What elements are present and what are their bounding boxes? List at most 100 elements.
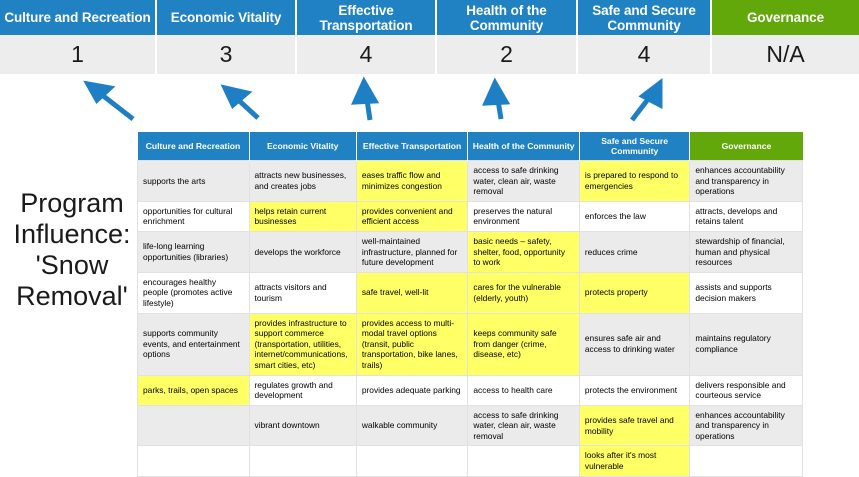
scorecard-header-label: Culture and Recreation [4,10,151,25]
matrix-cell[interactable]: access to safe drinking water, clean air… [467,160,580,202]
scorecard-header-health-of-the-community[interactable]: Health of the Community [437,0,578,35]
matrix-header-safe-and-secure-community[interactable]: Safe and Secure Community [579,132,691,161]
matrix-cell[interactable]: encourages healthy people (promotes acti… [137,271,250,314]
matrix-cell[interactable]: maintains regulatory compliance [689,312,803,376]
matrix-cell[interactable] [355,445,469,477]
matrix-cell[interactable]: enhances accountability and transparency… [689,160,803,202]
scorecard-header-governance[interactable]: Governance [712,0,859,35]
scorecard-value-effective-transportation: 4 [297,35,437,74]
matrix-cell[interactable]: basic needs – safety, shelter, food, opp… [467,230,580,273]
scorecard-value-text: 2 [500,41,513,67]
matrix-cell[interactable]: is prepared to respond to emergencies [578,160,691,202]
matrix-cell[interactable]: ensures safe air and access to drinking … [578,312,691,376]
scorecard-value-text: 1 [71,41,84,67]
scorecard-header-label: Health of the Community [466,2,547,33]
matrix-row: life-long learning opportunities (librar… [137,230,803,273]
matrix-cell[interactable]: eases traffic flow and minimizes congest… [355,160,469,202]
scorecard-header-economic-vitality[interactable]: Economic Vitality [157,0,297,35]
matrix-row: looks after it's most vulnerable [137,445,803,477]
matrix-cell[interactable]: supports the arts [137,160,250,202]
influence-matrix-table: Culture and Recreation Economic Vitality… [137,132,803,477]
matrix-row: encourages healthy people (promotes acti… [137,271,803,314]
matrix-cell[interactable]: parks, trails, open spaces [137,374,250,406]
program-label-line-2: Influence: [13,219,131,249]
matrix-row: vibrant downtown walkable community access… [137,404,803,447]
matrix-cell[interactable]: provides adequate parking [355,374,469,406]
matrix-cell[interactable]: looks after it's most vulnerable [578,445,691,477]
scorecard-value-text: 4 [359,41,373,67]
scorecard-value-economic-vitality: 3 [157,35,297,74]
matrix-header-effective-transportation[interactable]: Effective Transportation [356,132,469,161]
program-label-line-4: Removal' [16,281,128,311]
matrix-header-governance[interactable]: Governance [689,132,803,161]
scorecard-value-text: 4 [637,41,651,67]
matrix-cell[interactable]: opportunities for cultural enrichment [137,200,250,232]
scorecard-header-row: Culture and Recreation Economic Vitality… [0,0,859,35]
matrix-row: supports community events, and entertain… [137,312,803,376]
matrix-cell[interactable]: supports community events, and entertain… [137,312,250,376]
matrix-cell[interactable]: cares for the vulnerable (elderly, youth… [467,271,580,314]
matrix-cell[interactable]: well-maintained infrastructure, planned … [355,230,469,273]
scorecard-value-text: 3 [219,41,233,67]
matrix-cell[interactable]: attracts new businesses, and creates job… [248,160,357,202]
matrix-cell[interactable]: provides access to multi-modal travel op… [355,312,469,376]
scorecard-banner: Culture and Recreation Economic Vitality… [0,0,859,74]
matrix-cell[interactable]: enforces the law [578,200,691,232]
scorecard-header-label: Economic Vitality [170,10,282,25]
scorecard-value-safe-and-secure-community: 4 [578,35,712,74]
matrix-cell[interactable] [137,404,250,447]
scorecard-value-governance: N/A [712,35,859,74]
matrix-cell[interactable]: develops the workforce [248,230,357,273]
matrix-cell[interactable]: provides safe travel and mobility [578,404,691,447]
up-arrow-icon [351,76,380,121]
matrix-cell[interactable] [137,445,250,477]
matrix-cell[interactable]: protects property [578,271,691,314]
matrix-header-health-of-the-community[interactable]: Health of the Community [467,132,580,161]
matrix-cell[interactable] [248,445,357,477]
matrix-header-culture-and-recreation[interactable]: Culture and Recreation [137,132,250,161]
matrix-cell[interactable]: reduces crime [578,230,691,273]
matrix-cell[interactable]: regulates growth and development [248,374,357,406]
matrix-cell[interactable]: attracts visitors and tourism [248,271,357,314]
scorecard-value-culture-and-recreation: 1 [0,35,157,74]
scorecard-header-label: Governance [746,10,825,25]
matrix-header-row: Culture and Recreation Economic Vitality… [137,132,803,161]
up-left-arrow-icon [220,84,260,120]
matrix-cell[interactable]: walkable community [355,404,469,447]
matrix-cell[interactable]: enhances accountability and transparency… [689,404,803,447]
matrix-cell[interactable]: protects the environment [578,374,691,406]
scorecard-value-row: 1 3 4 2 4 N/A [0,35,859,74]
matrix-cell[interactable]: attracts, develops and retains talent [689,200,803,232]
scorecard-header-label: Safe and Secure Community [592,2,696,33]
matrix-cell[interactable]: provides convenient and efficient access [355,200,469,232]
matrix-body: supports the arts attracts new businesses… [137,160,803,477]
matrix-cell[interactable]: vibrant downtown [248,404,357,447]
scorecard-header-effective-transportation[interactable]: Effective Transportation [297,0,437,35]
program-label-line-1: Program [20,188,124,218]
matrix-cell[interactable]: provides infrastructure to support comme… [248,312,357,376]
matrix-cell[interactable]: delivers responsible and courteous servi… [689,374,803,406]
scorecard-value-text: N/A [766,41,805,67]
matrix-cell[interactable]: stewardship of financial, human and phys… [689,230,803,273]
matrix-cell[interactable]: life-long learning opportunities (librar… [137,230,250,273]
matrix-cell[interactable]: assists and supports decision makers [689,271,803,314]
up-arrow-icon [482,77,511,120]
matrix-cell[interactable] [467,445,580,477]
scorecard-header-culture-and-recreation[interactable]: Culture and Recreation [0,0,157,35]
matrix-cell[interactable] [689,445,803,477]
arrow-group [83,76,663,122]
scorecard-header-safe-and-secure-community[interactable]: Safe and Secure Community [578,0,712,35]
matrix-row: supports the arts attracts new businesses… [137,160,803,202]
matrix-row: opportunities for cultural enrichment hel… [137,200,803,232]
matrix-header-economic-vitality[interactable]: Economic Vitality [249,132,357,161]
matrix-cell[interactable]: access to safe drinking water, clean air… [467,404,580,447]
program-influence-label: Program Influence: 'Snow Removal' [8,188,136,312]
matrix-row: parks, trails, open spaces regulates grow… [137,374,803,406]
matrix-cell[interactable]: access to health care [467,374,580,406]
matrix-cell[interactable]: keeps community safe from danger (crime,… [467,312,580,376]
matrix-cell[interactable]: safe travel, well-lit [355,271,469,314]
up-right-arrow-icon [630,77,663,122]
matrix-cell[interactable]: helps retain current businesses [248,200,357,232]
matrix-cell[interactable]: preserves the natural environment [467,200,580,232]
scorecard-value-health-of-the-community: 2 [437,35,578,74]
